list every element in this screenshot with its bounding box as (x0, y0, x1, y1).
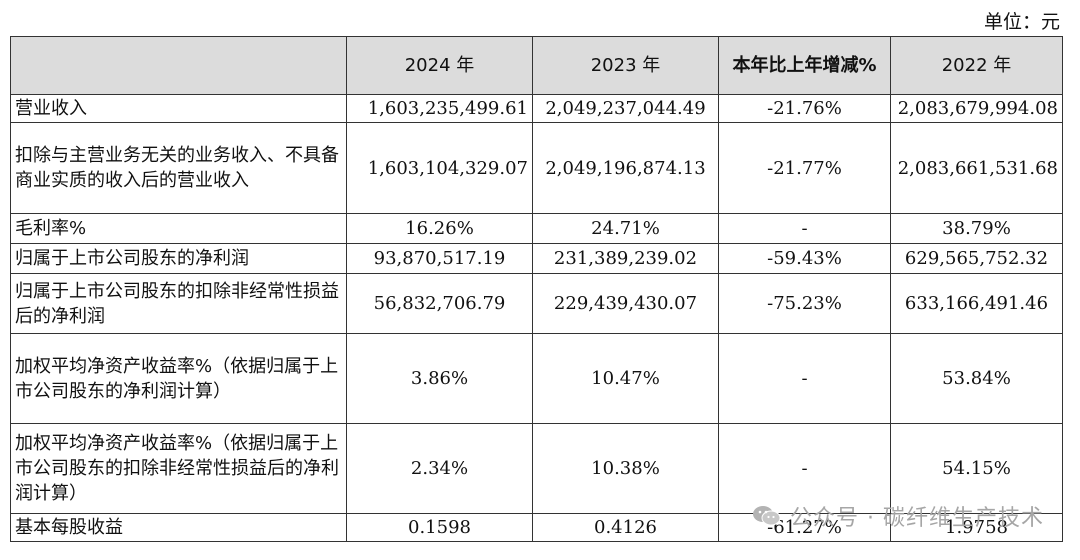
cell-2024: 56,832,706.79 (346, 273, 533, 334)
header-row: 2024 年 2023 年 本年比上年增减% 2022 年 (10, 36, 1063, 95)
cell-2023: 2,049,237,044.49 (532, 94, 719, 123)
row-label: 营业收入 (10, 94, 347, 123)
unit-label: 单位：元 (983, 11, 1060, 33)
cell-2023: 229,439,430.07 (532, 273, 719, 334)
table-row: 归属于上市公司股东的扣除非经常性损益后的净利润 56,832,706.79 22… (10, 273, 1063, 334)
cell-2023: 231,389,239.02 (532, 243, 719, 274)
header-change: 本年比上年增减% (718, 36, 891, 95)
table-row: 营业收入 1,603,235,499.61 2,049,237,044.49 -… (10, 94, 1063, 123)
header-2022: 2022 年 (890, 36, 1063, 95)
table-row: 加权平均净资产收益率%（依据归属于上市公司股东的扣除非经常性损益后的净利润计算）… (10, 423, 1063, 514)
cell-2023: 24.71% (532, 213, 719, 244)
header-2023: 2023 年 (532, 36, 719, 95)
cell-2024: 1,603,235,499.61 (346, 94, 533, 123)
cell-2024: 16.26% (346, 213, 533, 244)
wechat-icon (752, 505, 782, 527)
cell-change: - (718, 423, 891, 514)
cell-2022: 629,565,752.32 (890, 243, 1063, 274)
table-row: 归属于上市公司股东的净利润 93,870,517.19 231,389,239.… (10, 243, 1063, 274)
row-label: 加权平均净资产收益率%（依据归属于上市公司股东的扣除非经常性损益后的净利润计算） (10, 423, 347, 514)
cell-2024: 3.86% (346, 333, 533, 424)
cell-2022: 2,083,661,531.68 (890, 122, 1063, 214)
row-label: 加权平均净资产收益率%（依据归属于上市公司股东的净利润计算） (10, 333, 347, 424)
cell-2022: 2,083,679,994.08 (890, 94, 1063, 123)
cell-2024: 2.34% (346, 423, 533, 514)
header-empty (10, 36, 347, 95)
cell-2022: 53.84% (890, 333, 1063, 424)
cell-change: - (718, 213, 891, 244)
cell-2022: 633,166,491.46 (890, 273, 1063, 334)
cell-2024: 0.1598 (346, 513, 533, 542)
cell-change: -75.23% (718, 273, 891, 334)
row-label: 归属于上市公司股东的扣除非经常性损益后的净利润 (10, 273, 347, 334)
financial-table: 2024 年 2023 年 本年比上年增减% 2022 年 营业收入 1,603… (10, 36, 1063, 542)
cell-2022: 1.9758 (890, 513, 1063, 542)
row-label: 归属于上市公司股东的净利润 (10, 243, 347, 274)
cell-2022: 54.15% (890, 423, 1063, 514)
cell-2024: 93,870,517.19 (346, 243, 533, 274)
row-label: 基本每股收益 (10, 513, 347, 542)
cell-change: -21.76% (718, 94, 891, 123)
table-row: 基本每股收益 0.1598 0.4126 -61.27% 1.9758 (10, 513, 1063, 542)
watermark: 公众号 · 碳纤维生产技术 (752, 500, 1044, 532)
cell-2023: 0.4126 (532, 513, 719, 542)
table-row: 扣除与主营业务无关的业务收入、不具备商业实质的收入后的营业收入 1,603,10… (10, 122, 1063, 214)
cell-change: -21.77% (718, 122, 891, 214)
cell-2024: 1,603,104,329.07 (346, 122, 533, 214)
cell-change: -59.43% (718, 243, 891, 274)
header-2024: 2024 年 (346, 36, 533, 95)
row-label: 毛利率% (10, 213, 347, 244)
row-label: 扣除与主营业务无关的业务收入、不具备商业实质的收入后的营业收入 (10, 122, 347, 214)
table-row: 加权平均净资产收益率%（依据归属于上市公司股东的净利润计算） 3.86% 10.… (10, 333, 1063, 424)
cell-2023: 10.47% (532, 333, 719, 424)
cell-2023: 10.38% (532, 423, 719, 514)
cell-2023: 2,049,196,874.13 (532, 122, 719, 214)
watermark-text: 公众号 · 碳纤维生产技术 (790, 506, 1044, 531)
table-row: 毛利率% 16.26% 24.71% - 38.79% (10, 213, 1063, 244)
cell-2022: 38.79% (890, 213, 1063, 244)
cell-change: - (718, 333, 891, 424)
